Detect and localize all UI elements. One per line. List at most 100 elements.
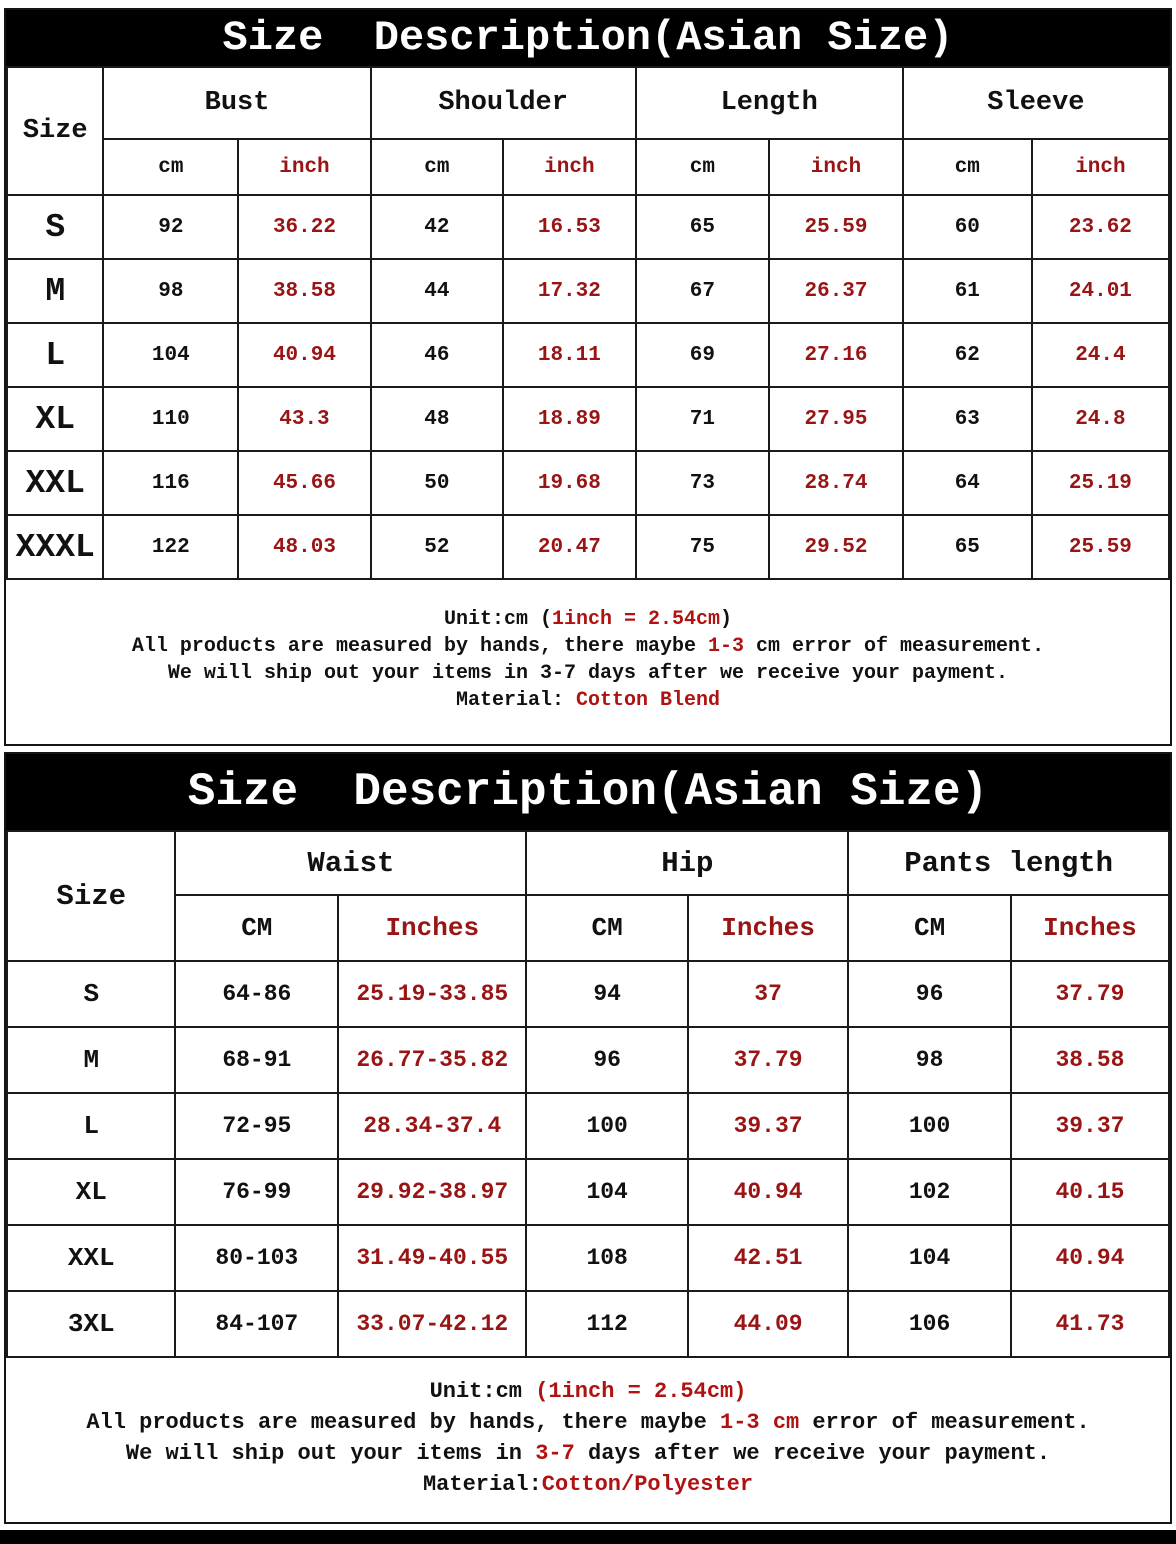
measurement-cell: 45.66 <box>237 450 372 516</box>
shoulder-header: Shoulder <box>369 66 637 140</box>
size-label: XXL <box>5 450 105 516</box>
bottom-black-bar <box>0 1530 1176 1544</box>
measurement-cell: 65 <box>901 514 1033 580</box>
measurement-error-note: All products are measured by hands, ther… <box>131 635 1045 658</box>
bust-header: Bust <box>102 66 372 140</box>
cm-subheader: cm <box>901 138 1033 196</box>
measurement-cell: 63 <box>901 386 1033 452</box>
measurement-cell: 65 <box>634 194 771 260</box>
size-label: XXL <box>5 1224 177 1292</box>
measurement-cell: 17.32 <box>502 258 637 324</box>
measurement-cell: 100 <box>525 1092 689 1160</box>
measurement-cell: 27.95 <box>768 386 904 452</box>
size-label: M <box>5 258 105 324</box>
inches-subheader: Inches <box>686 894 850 962</box>
size-label: S <box>5 960 177 1028</box>
measurement-cell: 104 <box>525 1158 689 1226</box>
pants-notes: Unit:cm (1inch = 2.54cm) All products ar… <box>6 1358 1170 1522</box>
cm-subheader: cm <box>102 138 240 196</box>
measurement-cell: 40.94 <box>686 1158 850 1226</box>
measurement-cell: 100 <box>847 1092 1012 1160</box>
tops-table-body: S 92 36.22 42 16.53 65 25.59 60 23.62 M 98 38.58 44 1… <box>5 194 1171 580</box>
measurement-cell: 20.47 <box>502 514 637 580</box>
measurement-cell: 25.59 <box>1030 514 1171 580</box>
tops-size-table: Size Bust Shoulder Length Sleeve cm inch… <box>5 66 1171 580</box>
measurement-cell: 112 <box>525 1290 689 1358</box>
measurement-cell: 96 <box>847 960 1012 1028</box>
size-label: XXXL <box>5 514 105 580</box>
measurement-cell: 69 <box>634 322 771 388</box>
material-note: Material:Cotton/Polyester <box>422 1472 754 1497</box>
cm-subheader: CM <box>525 894 689 962</box>
measurement-cell: 25.59 <box>768 194 904 260</box>
tops-notes: Unit:cm (1inch = 2.54cm) All products ar… <box>6 580 1170 744</box>
measurement-cell: 16.53 <box>502 194 637 260</box>
table-row: M 98 38.58 44 17.32 67 26.37 61 24.01 <box>5 258 1171 324</box>
measurement-cell: 28.34-37.4 <box>337 1092 528 1160</box>
measurement-cell: 52 <box>369 514 505 580</box>
inches-subheader: Inches <box>1009 894 1171 962</box>
measurement-cell: 24.01 <box>1030 258 1171 324</box>
measurement-cell: 39.37 <box>1009 1092 1171 1160</box>
pants-table-title: Size Description(Asian Size) <box>6 754 1170 830</box>
measurement-cell: 104 <box>102 322 240 388</box>
measurement-cell: 24.8 <box>1030 386 1171 452</box>
measurement-cell: 37.79 <box>1009 960 1171 1028</box>
measurement-cell: 98 <box>847 1026 1012 1094</box>
size-label: L <box>5 322 105 388</box>
shipping-note: We will ship out your items in 3-7 days … <box>167 662 1009 685</box>
unit-note: Unit:cm (1inch = 2.54cm) <box>429 1379 747 1404</box>
inches-subheader: Inches <box>337 894 528 962</box>
inch-subheader: inch <box>1030 138 1171 196</box>
table-row: XXL 116 45.66 50 19.68 73 28.74 64 25.19 <box>5 450 1171 516</box>
table-row: S 64-86 25.19-33.85 94 37 96 37.79 <box>5 960 1171 1028</box>
measurement-cell: 104 <box>847 1224 1012 1292</box>
tops-size-panel: Size Description(Asian Size) Size Bust S… <box>4 8 1172 746</box>
measurement-cell: 23.62 <box>1030 194 1171 260</box>
size-column-header: Size <box>5 830 177 962</box>
measurement-cell: 84-107 <box>174 1290 340 1358</box>
measurement-cell: 71 <box>634 386 771 452</box>
table-row: XXXL 122 48.03 52 20.47 75 29.52 65 25.59 <box>5 514 1171 580</box>
size-label: 3XL <box>5 1290 177 1358</box>
measurement-cell: 28.74 <box>768 450 904 516</box>
cm-subheader: cm <box>634 138 771 196</box>
measurement-cell: 48 <box>369 386 505 452</box>
measurement-cell: 37 <box>686 960 850 1028</box>
measurement-cell: 108 <box>525 1224 689 1292</box>
measurement-cell: 68-91 <box>174 1026 340 1094</box>
table-row: S 92 36.22 42 16.53 65 25.59 60 23.62 <box>5 194 1171 260</box>
pants-size-table: Size Waist Hip Pants length CM Inches CM… <box>5 830 1171 1358</box>
table-row: L 72-95 28.34-37.4 100 39.37 100 39.37 <box>5 1092 1171 1160</box>
measurement-cell: 31.49-40.55 <box>337 1224 528 1292</box>
measurement-cell: 94 <box>525 960 689 1028</box>
measurement-cell: 106 <box>847 1290 1012 1358</box>
measurement-cell: 40.94 <box>237 322 372 388</box>
table-row: XL 110 43.3 48 18.89 71 27.95 63 24.8 <box>5 386 1171 452</box>
measurement-cell: 64 <box>901 450 1033 516</box>
size-label: XL <box>5 386 105 452</box>
measurement-cell: 38.58 <box>237 258 372 324</box>
measurement-cell: 122 <box>102 514 240 580</box>
size-label: M <box>5 1026 177 1094</box>
measurement-cell: 48.03 <box>237 514 372 580</box>
table-row: 3XL 84-107 33.07-42.12 112 44.09 106 41.73 <box>5 1290 1171 1358</box>
measurement-cell: 44 <box>369 258 505 324</box>
length-header: Length <box>634 66 904 140</box>
measurement-cell: 39.37 <box>686 1092 850 1160</box>
measurement-cell: 64-86 <box>174 960 340 1028</box>
size-label: L <box>5 1092 177 1160</box>
pants-size-panel: Size Description(Asian Size) Size Waist … <box>4 752 1172 1524</box>
inch-subheader: inch <box>502 138 637 196</box>
measurement-cell: 75 <box>634 514 771 580</box>
measurement-cell: 44.09 <box>686 1290 850 1358</box>
tops-table-title: Size Description(Asian Size) <box>6 10 1170 66</box>
table-row: XL 76-99 29.92-38.97 104 40.94 102 40.15 <box>5 1158 1171 1226</box>
measurement-cell: 41.73 <box>1009 1290 1171 1358</box>
measurement-cell: 60 <box>901 194 1033 260</box>
measurement-cell: 43.3 <box>237 386 372 452</box>
measurement-cell: 73 <box>634 450 771 516</box>
measurement-cell: 29.52 <box>768 514 904 580</box>
table-row: M 68-91 26.77-35.82 96 37.79 98 38.58 <box>5 1026 1171 1094</box>
